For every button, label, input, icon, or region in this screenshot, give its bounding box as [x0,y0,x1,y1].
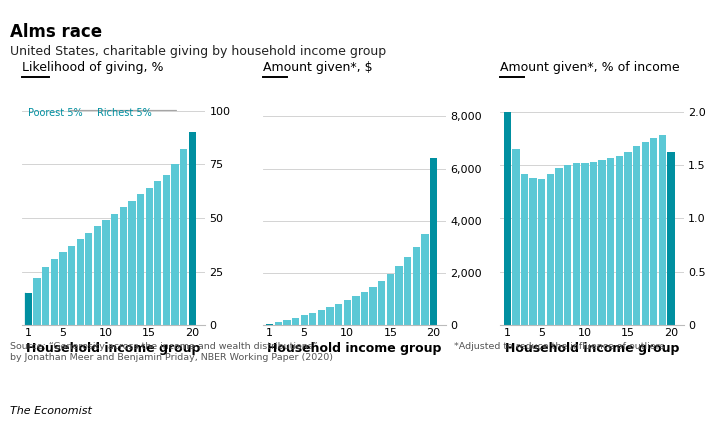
Bar [581,163,588,325]
Bar [42,267,50,325]
Bar [616,156,623,325]
Bar [318,310,325,325]
Bar [555,168,562,325]
Bar [111,214,118,325]
Bar [274,322,282,325]
X-axis label: Household income group: Household income group [26,342,201,355]
Bar [266,324,274,325]
Bar [361,292,368,325]
Bar [128,201,135,325]
Bar [24,293,32,325]
Bar [590,162,597,325]
Bar [572,163,580,325]
Bar [421,234,428,325]
Bar [503,112,511,325]
Bar [564,165,571,325]
Bar [85,233,92,325]
Bar [335,304,342,325]
Bar [624,152,631,325]
Bar [650,138,657,325]
Bar [512,149,520,325]
Bar [50,259,58,325]
Bar [189,132,196,325]
Bar [283,320,291,325]
Bar [154,181,161,325]
Bar [94,227,101,325]
Bar [538,179,546,325]
Bar [326,307,333,325]
Bar [68,246,76,325]
Bar [667,152,675,325]
Bar [413,247,420,325]
Bar [120,207,127,325]
Bar [378,281,385,325]
Bar [145,188,153,325]
Bar [292,318,300,325]
Bar [369,286,377,325]
X-axis label: Household income group: Household income group [505,342,680,355]
Text: The Economist: The Economist [10,405,92,416]
Bar [546,173,554,325]
Bar [642,142,649,325]
Bar [59,252,67,325]
Bar [343,300,351,325]
Text: Source: “Generosity across the income and wealth distributions”
by Jonathan Meer: Source: “Generosity across the income an… [10,342,333,362]
Text: *Adjusted to reduce the influence of outliers: *Adjusted to reduce the influence of out… [454,342,665,351]
Bar [309,313,317,325]
Bar [529,178,537,325]
X-axis label: Household income group: Household income group [267,342,442,355]
Bar [430,158,437,325]
Bar [137,194,144,325]
Text: Richest 5%: Richest 5% [97,108,152,118]
Bar [521,173,528,325]
Bar [33,278,41,325]
Bar [300,315,308,325]
Text: Likelihood of giving, %: Likelihood of giving, % [22,61,163,74]
Bar [76,239,84,325]
Text: Poorest 5%: Poorest 5% [29,108,83,118]
Bar [352,297,359,325]
Bar [598,160,606,325]
Text: Alms race: Alms race [10,23,102,41]
Bar [180,149,187,325]
Bar [607,158,614,325]
Bar [387,274,394,325]
Bar [102,220,109,325]
Text: United States, charitable giving by household income group: United States, charitable giving by hous… [10,45,386,58]
Text: Amount given*, % of income: Amount given*, % of income [500,61,680,74]
Text: Amount given*, $: Amount given*, $ [263,61,372,74]
Bar [171,164,179,325]
Bar [659,135,666,325]
Bar [633,146,640,325]
Bar [395,266,402,325]
Bar [163,175,170,325]
Bar [404,257,411,325]
